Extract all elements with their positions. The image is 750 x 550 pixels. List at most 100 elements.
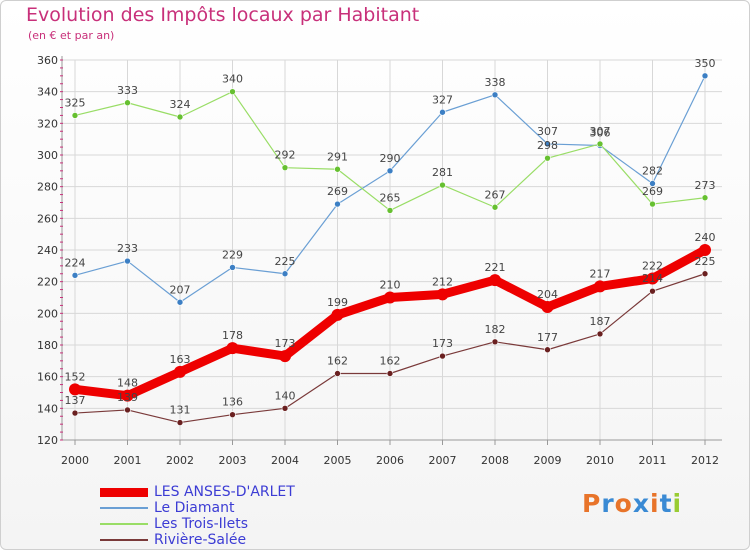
data-point [436,288,449,301]
data-point [124,257,131,265]
data-point [491,203,499,211]
data-point [124,406,131,414]
x-tick-label: 2000 [61,454,89,467]
y-tick-label: 160 [37,371,58,384]
data-point [701,194,709,202]
proxiti-logo: Proxiti [582,489,682,518]
data-point [701,72,709,80]
logo-letter: P [582,489,602,518]
data-label: 131 [170,404,191,417]
x-tick-label: 2002 [166,454,194,467]
x-tick-label: 2008 [481,454,509,467]
data-label: 178 [222,329,243,342]
data-point [124,99,131,107]
data-point [701,270,709,278]
data-label: 136 [222,396,243,409]
data-point [334,165,341,173]
x-tick-label: 2007 [429,454,457,467]
data-point [386,167,394,175]
data-point [226,342,239,355]
x-tick-label: 2006 [376,454,404,467]
data-point [489,274,501,287]
data-point [174,365,186,378]
y-tick-label: 260 [37,212,58,225]
data-label: 291 [327,150,348,163]
data-label: 187 [590,315,611,328]
y-tick-label: 200 [37,307,58,320]
axis-layer: 120 140 160 180 200 220 240 260 280 300 320 340 360 2… [37,54,722,467]
x-tick-label: 2004 [271,454,299,467]
data-label: 139 [117,391,138,404]
legend-swatch [100,523,148,525]
y-tick-label: 240 [37,244,58,257]
y-tick-label: 360 [37,54,58,67]
series-3 [71,270,709,426]
legend-swatch [100,507,148,509]
data-label: 152 [65,370,86,383]
y-tick-label: 140 [37,402,58,415]
chart-subtitle: (en € et par an) [28,29,115,42]
y-tick-label: 280 [37,181,58,194]
data-label: 210 [380,279,401,292]
data-label: 282 [642,165,663,178]
logo-letter: x [632,489,650,518]
data-point [544,154,551,162]
data-point [386,370,394,377]
data-point [439,352,446,360]
data-point [69,383,81,396]
data-point [541,301,554,313]
data-point [281,164,289,171]
y-tick-label: 340 [37,86,58,99]
data-label: 224 [65,256,86,269]
data-point [596,330,604,338]
line-chart: 120 140 160 180 200 220 240 260 280 300 320 340 360 2… [37,54,722,467]
data-point [334,200,341,208]
series-2 [71,88,709,214]
data-label: 204 [537,288,558,301]
data-label: 233 [117,242,138,255]
y-tick-label: 180 [37,339,58,352]
data-point [71,272,79,279]
data-point [71,409,79,417]
data-label: 148 [117,377,138,390]
legend-swatch [100,539,148,541]
logo-letter: i [672,489,683,518]
data-point [649,287,656,295]
data-label: 265 [380,191,401,204]
data-point [71,112,79,119]
legend-swatch [100,487,148,497]
data-label: 292 [275,149,296,162]
data-label: 212 [432,275,453,288]
data-label: 221 [485,261,506,274]
y-tick-label: 320 [37,117,58,130]
x-tick-label: 2012 [691,454,719,467]
data-label: 306 [590,127,611,140]
legend-label: LES ANSES-D'ARLET [154,484,295,500]
logo-letter: t [659,489,673,518]
x-tick-label: 2009 [534,454,562,467]
data-label: 281 [432,166,453,179]
data-label: 333 [117,84,138,97]
chart-title: Evolution des Impôts locaux par Habitant [26,4,420,26]
data-point [544,346,551,354]
data-point [596,140,604,148]
logo-letter: r [601,489,615,518]
data-label: 307 [537,125,558,138]
data-label: 177 [537,331,558,344]
data-point [439,181,446,189]
data-point [649,180,656,187]
data-label: 325 [65,96,86,109]
series-0 [69,244,711,402]
data-label: 267 [485,188,506,201]
data-label: 162 [380,355,401,368]
data-point [279,350,291,363]
data-label: 225 [275,255,296,268]
data-label: 162 [327,355,348,368]
data-label: 273 [695,179,716,192]
data-point [646,272,659,285]
x-tick-label: 2011 [639,454,667,467]
legend-label: Les Trois-Ilets [154,516,249,532]
y-tick-label: 120 [37,434,58,447]
data-point [229,264,236,271]
